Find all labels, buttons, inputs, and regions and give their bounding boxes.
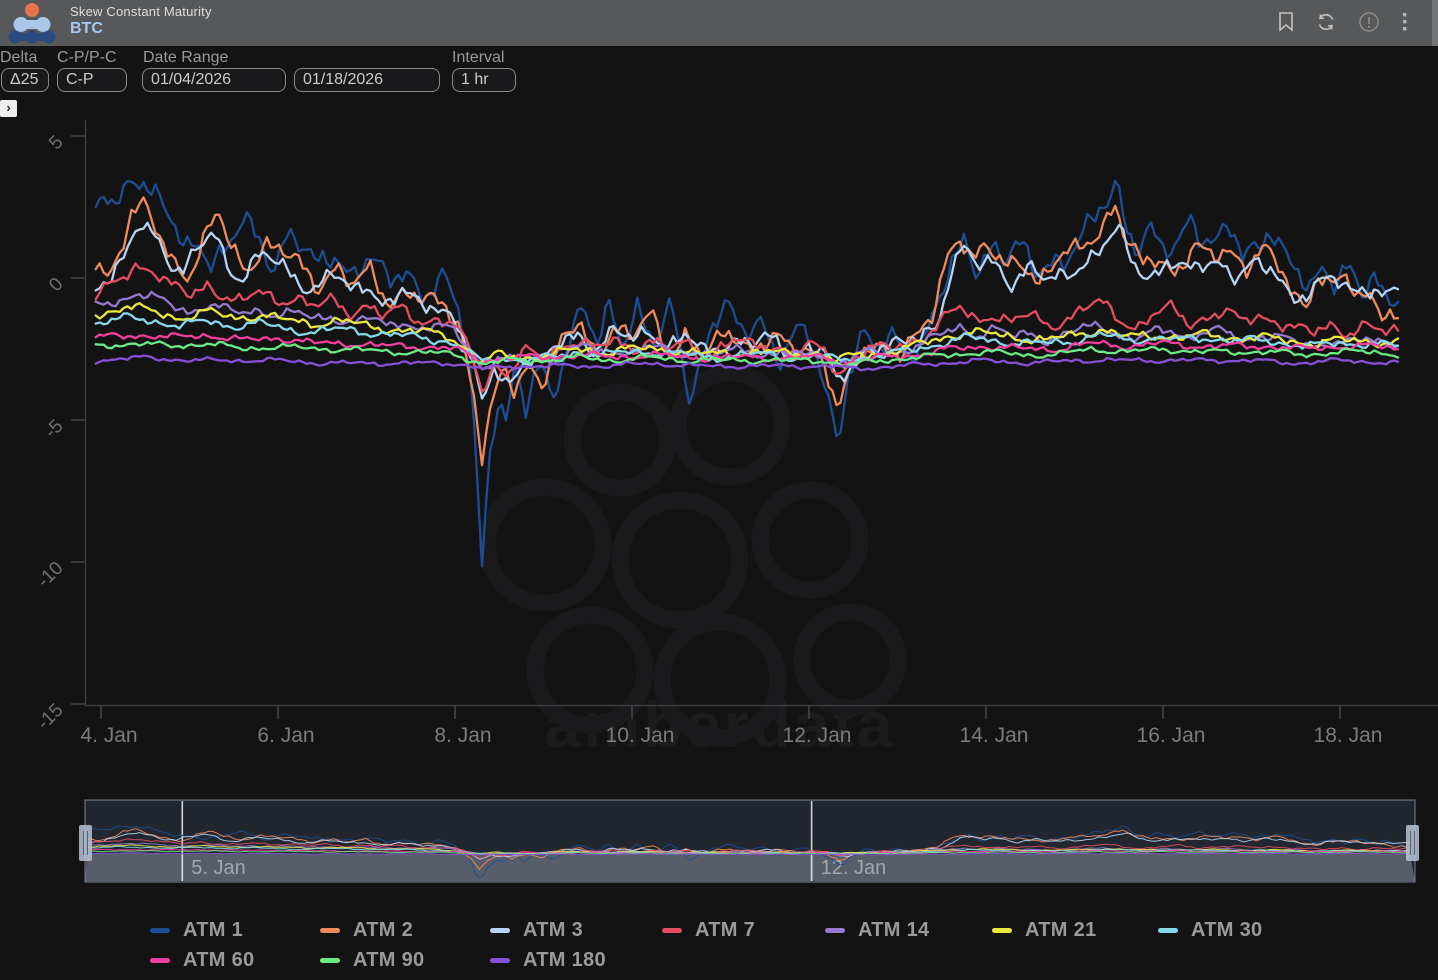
interval-select[interactable]: 1 hr bbox=[452, 68, 516, 92]
legend-label: ATM 21 bbox=[1025, 918, 1097, 941]
legend-swatch bbox=[490, 927, 510, 933]
page-title: Skew Constant Maturity bbox=[70, 4, 212, 19]
delta-select[interactable]: Δ25 bbox=[1, 68, 49, 92]
series-line-atm-1 bbox=[94, 179, 1400, 568]
watermark-ring bbox=[563, 383, 677, 497]
x-tick-label: 12. Jan bbox=[783, 724, 852, 747]
legend-swatch bbox=[992, 927, 1012, 933]
y-tick-label: -15 bbox=[33, 700, 67, 734]
legend-label: ATM 30 bbox=[1191, 918, 1263, 941]
x-tick-label: 10. Jan bbox=[606, 724, 675, 747]
navigator[interactable]: 5. Jan 12. Jan bbox=[79, 799, 1419, 883]
y-tick-label: 0 bbox=[45, 274, 67, 296]
y-tick-label: -5 bbox=[41, 416, 68, 443]
series-line-atm-2 bbox=[94, 196, 1400, 467]
legend-swatch bbox=[662, 927, 682, 933]
x-tick-label: 18. Jan bbox=[1314, 724, 1383, 747]
x-tick-label: 14. Jan bbox=[960, 724, 1029, 747]
controls-row: Delta C-P/P-C Date Range Interval Δ25 C-… bbox=[0, 46, 1438, 100]
x-tick-label: 6. Jan bbox=[257, 724, 314, 747]
legend-label: ATM 90 bbox=[353, 948, 425, 971]
x-tick-label: 4. Jan bbox=[80, 724, 137, 747]
watermark-ring bbox=[653, 613, 787, 747]
y-tick-label: 5 bbox=[45, 132, 67, 154]
navigator-series-atm-180 bbox=[86, 852, 1410, 856]
watermark-ring bbox=[526, 606, 654, 734]
navigator-series-atm-90 bbox=[86, 850, 1410, 856]
y-tick-label: -10 bbox=[33, 558, 67, 592]
legend-item-atm-7[interactable]: ATM 7 bbox=[662, 918, 755, 942]
series-line-atm-180 bbox=[94, 354, 1400, 372]
interval-label: Interval bbox=[452, 49, 505, 66]
refresh-icon[interactable] bbox=[1316, 12, 1336, 32]
watermark-ring bbox=[751, 481, 869, 599]
legend-swatch bbox=[320, 927, 340, 933]
legend-label: ATM 60 bbox=[183, 948, 255, 971]
cp-pc-select[interactable]: C-P bbox=[57, 68, 127, 92]
navigator-date-label: 5. Jan bbox=[191, 857, 245, 879]
navigator-series-atm-60 bbox=[86, 848, 1410, 855]
watermark-ring bbox=[793, 603, 907, 717]
watermark-ring bbox=[669, 364, 791, 486]
navigator-left-handle[interactable] bbox=[79, 825, 92, 861]
legend-swatch bbox=[490, 957, 510, 963]
bookmark-icon[interactable] bbox=[1278, 12, 1294, 32]
legend-item-atm-1[interactable]: ATM 1 bbox=[150, 918, 243, 942]
legend-swatch bbox=[150, 927, 170, 933]
legend-swatch bbox=[825, 927, 845, 933]
watermark-ring bbox=[478, 478, 612, 612]
x-tick-label: 8. Jan bbox=[434, 724, 491, 747]
series-line-atm-90 bbox=[94, 340, 1400, 370]
legend-swatch bbox=[320, 957, 340, 963]
delta-label: Delta bbox=[0, 49, 38, 66]
alert-icon[interactable] bbox=[1358, 11, 1380, 33]
legend-label: ATM 2 bbox=[353, 918, 414, 941]
kebab-menu-icon[interactable] bbox=[1402, 12, 1408, 32]
date-range-label: Date Range bbox=[143, 49, 229, 66]
header-actions bbox=[1278, 11, 1408, 33]
legend-item-atm-90[interactable]: ATM 90 bbox=[320, 948, 424, 972]
navigator-date-label: 12. Jan bbox=[821, 857, 887, 879]
legend-label: ATM 3 bbox=[523, 918, 584, 941]
scrollbar[interactable] bbox=[1432, 0, 1438, 46]
x-tick-label: 16. Jan bbox=[1137, 724, 1206, 747]
legend-item-atm-30[interactable]: ATM 30 bbox=[1158, 918, 1262, 942]
navigator-series-atm-7 bbox=[86, 838, 1411, 859]
legend-item-atm-3[interactable]: ATM 3 bbox=[490, 918, 583, 942]
navigator-right-handle[interactable] bbox=[1406, 825, 1419, 861]
legend-label: ATM 7 bbox=[695, 918, 756, 941]
cp-pc-label: C-P/P-C bbox=[57, 49, 117, 66]
legend-label: ATM 1 bbox=[183, 918, 244, 941]
date-to-input[interactable]: 01/18/2026 bbox=[294, 68, 440, 92]
asset-label: BTC bbox=[70, 19, 103, 37]
watermark-ring bbox=[611, 491, 749, 629]
legend-item-atm-21[interactable]: ATM 21 bbox=[992, 918, 1096, 942]
navigator-selected-mask bbox=[85, 852, 1415, 881]
legend-item-atm-2[interactable]: ATM 2 bbox=[320, 918, 413, 942]
series-line-atm-60 bbox=[94, 332, 1400, 367]
series-line-atm-7 bbox=[94, 262, 1400, 393]
legend-item-atm-60[interactable]: ATM 60 bbox=[150, 948, 254, 972]
legend-label: ATM 14 bbox=[858, 918, 930, 941]
header-bar: Skew Constant Maturity BTC bbox=[0, 0, 1438, 46]
plot-area[interactable] bbox=[94, 179, 1400, 568]
legend-label: ATM 180 bbox=[523, 948, 606, 971]
legend-swatch bbox=[150, 957, 170, 963]
expand-panel-button[interactable]: › bbox=[0, 100, 17, 117]
legend-swatch bbox=[1158, 927, 1178, 933]
date-from-input[interactable]: 01/04/2026 bbox=[142, 68, 286, 92]
legend-item-atm-14[interactable]: ATM 14 bbox=[825, 918, 929, 942]
header-titles: Skew Constant Maturity BTC bbox=[70, 4, 212, 38]
legend-item-atm-180[interactable]: ATM 180 bbox=[490, 948, 606, 972]
amberdata-logo-icon bbox=[8, 3, 56, 44]
